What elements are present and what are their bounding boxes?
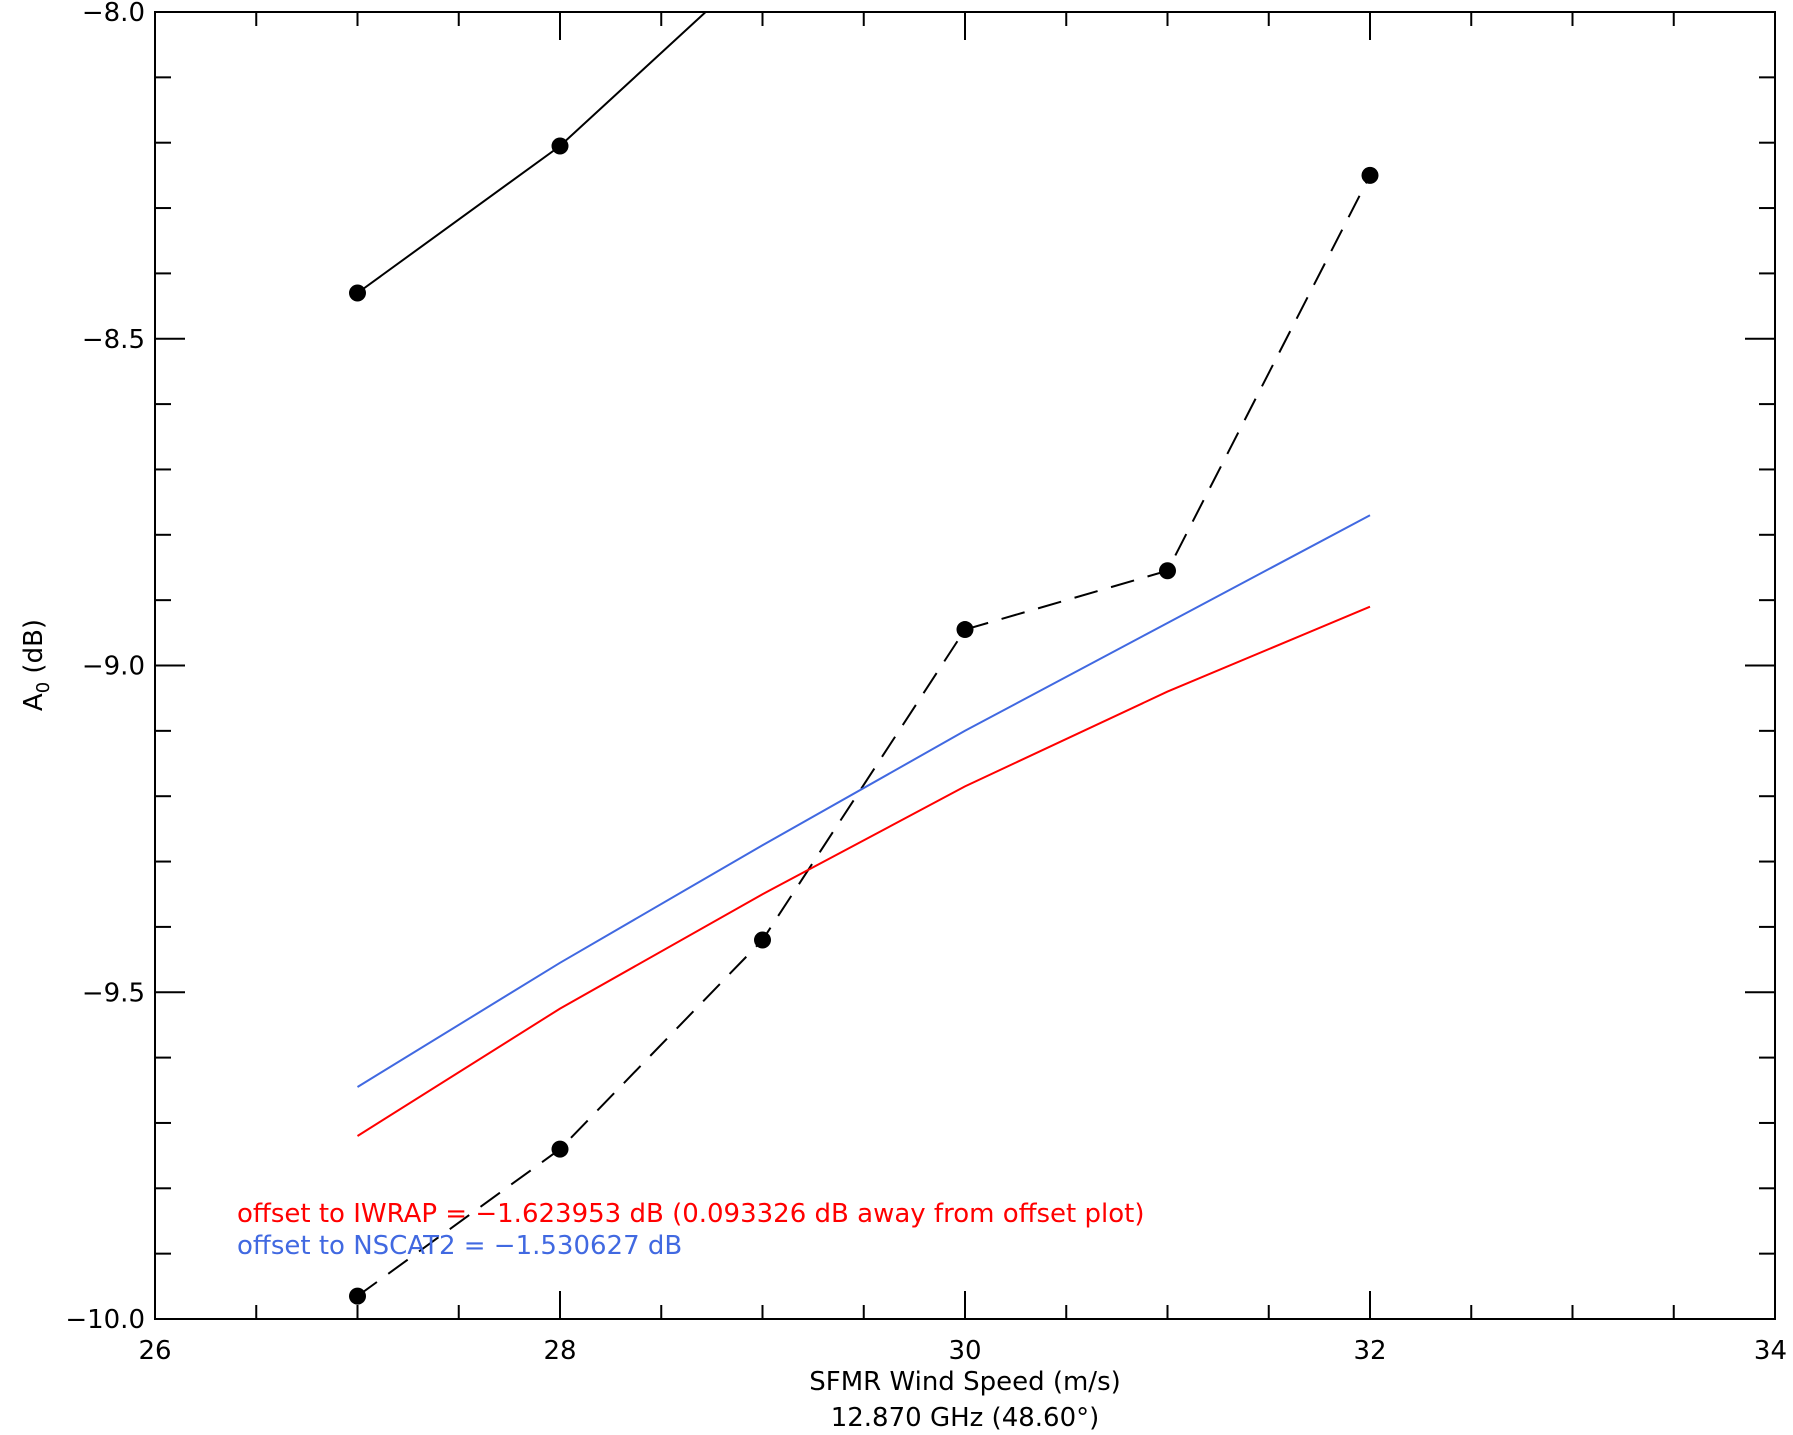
y-tick-label: −8.0 [82,0,145,28]
data-point [349,284,366,302]
data-point [551,1140,569,1158]
x-tick-label: 28 [543,1336,576,1366]
axis-ticks [154,11,1776,1320]
series-line-1 [356,174,1371,1297]
data-point [956,621,974,639]
y-axis-label-main: A [19,693,49,711]
y-axis-label-unit: (dB) [19,619,49,682]
y-tick-label: −8.5 [82,325,145,355]
data-point [1361,166,1379,184]
annotation-0: offset to IWRAP = −1.623953 dB (0.093326… [237,1199,1145,1229]
chart-subtitle: 12.870 GHz (48.60°) [831,1403,1100,1433]
series-line-3 [356,514,1371,1088]
y-tick-label: −9.5 [82,978,145,1008]
x-axis-label: SFMR Wind Speed (m/s) [809,1367,1121,1397]
plot-frame [154,11,1776,1320]
x-tick-label: 34 [1754,1336,1787,1366]
series-line-2 [356,605,1371,1137]
tick-labels: 26 28 30 32 34 −10.0 −9.5 −9.0 −8.5 −8.0 [65,0,1787,1366]
data-point [349,1287,366,1305]
y-axis-label: A0 (dB) [19,619,54,711]
x-tick-label: 30 [948,1336,981,1366]
annotations: offset to IWRAP = −1.623953 dB (0.093326… [237,1199,1145,1261]
annotation-1: offset to NSCAT2 = −1.530627 dB [237,1231,682,1261]
data-series [349,12,1379,1305]
data-point [1159,562,1176,580]
data-point [551,137,569,155]
data-point [754,931,771,949]
y-tick-label: −10.0 [65,1305,145,1335]
y-axis-label-subscript: 0 [33,682,54,693]
y-tick-label: −9.0 [82,652,145,682]
x-tick-label: 32 [1353,1336,1386,1366]
x-tick-label: 26 [138,1336,171,1366]
